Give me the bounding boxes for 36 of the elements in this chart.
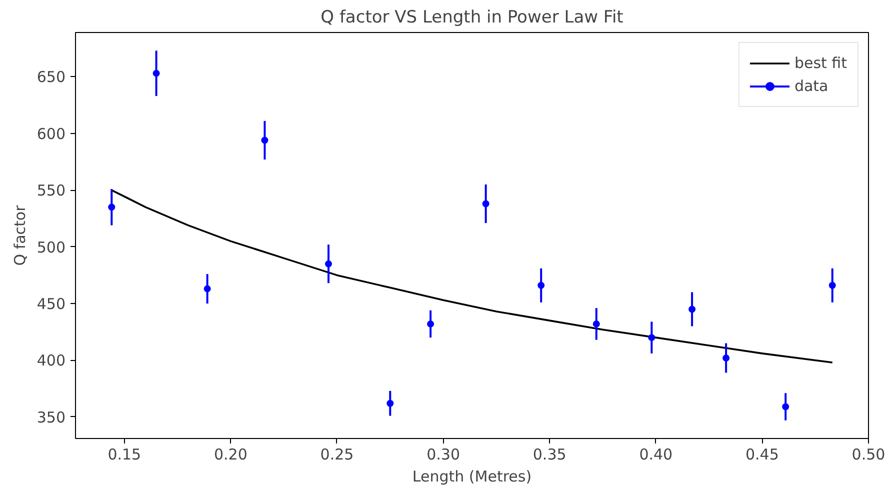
- legend-label: best fit: [794, 54, 847, 72]
- point: [538, 282, 545, 289]
- point: [828, 282, 836, 289]
- x-tick-label: 0.35: [532, 446, 566, 464]
- x-tick-label: 0.45: [746, 446, 779, 464]
- y-tick-label: 650: [36, 68, 66, 86]
- x-tick-label: 0.50: [852, 446, 886, 464]
- x-tick-label: 0.40: [639, 446, 673, 464]
- point: [592, 320, 600, 328]
- y-tick-label: 600: [36, 124, 66, 143]
- point: [108, 204, 116, 211]
- x-tick-label: 0.15: [108, 446, 142, 464]
- point: [427, 320, 434, 328]
- line-series: [110, 189, 834, 364]
- legend-label: data: [794, 77, 828, 95]
- x-tick-label: 0.20: [214, 446, 248, 464]
- point: [782, 403, 790, 410]
- y-tick-label: 450: [36, 295, 66, 314]
- x-axis-title: Length (Metres): [412, 468, 532, 486]
- x-tick-label: 0.25: [320, 446, 354, 464]
- point: [688, 306, 696, 313]
- point: [482, 200, 490, 208]
- point: [152, 70, 160, 77]
- y-tick-label: 550: [36, 182, 66, 200]
- point: [648, 334, 656, 342]
- point: [261, 136, 268, 144]
- point: [204, 285, 211, 292]
- x-tick-label: 0.30: [426, 446, 460, 464]
- y-tick-label: 350: [36, 408, 66, 426]
- chart-title: Q factor VS Length in Power Law Fit: [320, 8, 624, 28]
- point: [386, 400, 394, 407]
- y-tick-label: 500: [36, 238, 66, 256]
- point: [324, 260, 332, 268]
- y-tick-label: 400: [36, 352, 66, 370]
- point: [722, 354, 730, 362]
- y-axis-title: Q factor: [10, 204, 29, 266]
